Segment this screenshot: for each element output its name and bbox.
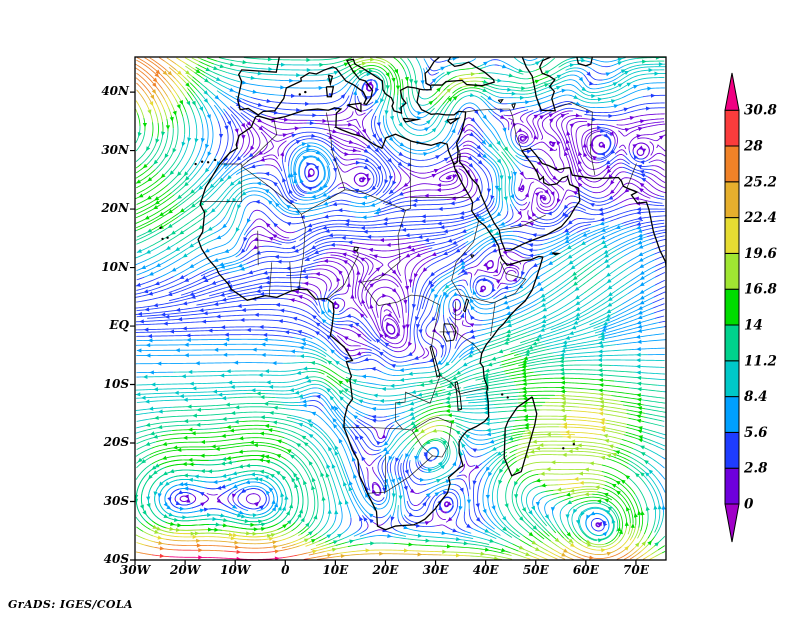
x-tick-label: 0 (281, 563, 290, 577)
colorbar-segment (724, 288, 740, 326)
x-tick-label: 30W (119, 563, 151, 577)
y-tick-label: 20S (103, 435, 129, 450)
colorbar-segment (724, 360, 740, 398)
colorbar-tick-label: 22.4 (743, 210, 777, 226)
x-tick-label: 20E (372, 563, 399, 577)
y-tick-label: 10S (103, 376, 129, 391)
x-tick-label: 40E (472, 563, 499, 577)
x-tick-label: 10E (322, 563, 349, 577)
colorbar-segment (724, 217, 740, 254)
colorbar-segment (724, 431, 740, 469)
colorbar-segment (724, 181, 740, 219)
colorbar-segment (724, 252, 740, 290)
colorbar-tick-label: 14 (744, 318, 763, 334)
y-tick-label: 10N (101, 259, 129, 274)
colorbar-bottom-arrow (724, 503, 740, 543)
y-tick-label: EQ (109, 318, 129, 333)
y-tick-label: 40N (101, 84, 129, 99)
colorbar-tick-label: 2.8 (743, 461, 768, 477)
credit-text: GrADS: IGES/COLA (8, 598, 133, 611)
x-tick-label: 30E (422, 563, 449, 577)
colorbar-tick-label: 8.4 (744, 389, 768, 405)
y-tick-label: 40S (103, 552, 129, 566)
colorbar-tick-label: 28 (743, 139, 763, 155)
colorbar-tick-label: 11.2 (744, 353, 777, 369)
colorbar-segment (724, 324, 740, 362)
colorbar-segment (724, 145, 740, 183)
colorbar-tick-label: 0 (744, 497, 754, 513)
colorbar-tick-label: 25.2 (743, 174, 777, 190)
colorbar-top-arrow (724, 72, 740, 111)
colorbar-svg: 0 2.8 5.6 8.4 11.2 14 16.8 19.6 22.4 25.2 28 30.8 (724, 72, 777, 543)
colorbar-segment (724, 396, 740, 433)
colorbar-tick-label: 5.6 (744, 425, 768, 441)
x-tick-label: 20W (170, 563, 201, 577)
colorbar-tick-label: 19.6 (744, 246, 777, 262)
colorbar-segment (724, 109, 740, 147)
x-tick-label: 10W (220, 563, 251, 577)
colorbar-tick-label: 16.8 (744, 282, 777, 298)
x-tick-label: 60E (572, 563, 599, 577)
x-tick-label: 50E (522, 563, 549, 577)
colorbar-tick-label: 30.8 (744, 103, 777, 119)
y-tick-label: 30S (103, 493, 129, 508)
y-tick-label: 20N (101, 201, 129, 216)
colorbar-segment (724, 467, 740, 505)
y-tick-label: 30N (101, 142, 129, 157)
x-tick-label: 70E (623, 563, 649, 577)
